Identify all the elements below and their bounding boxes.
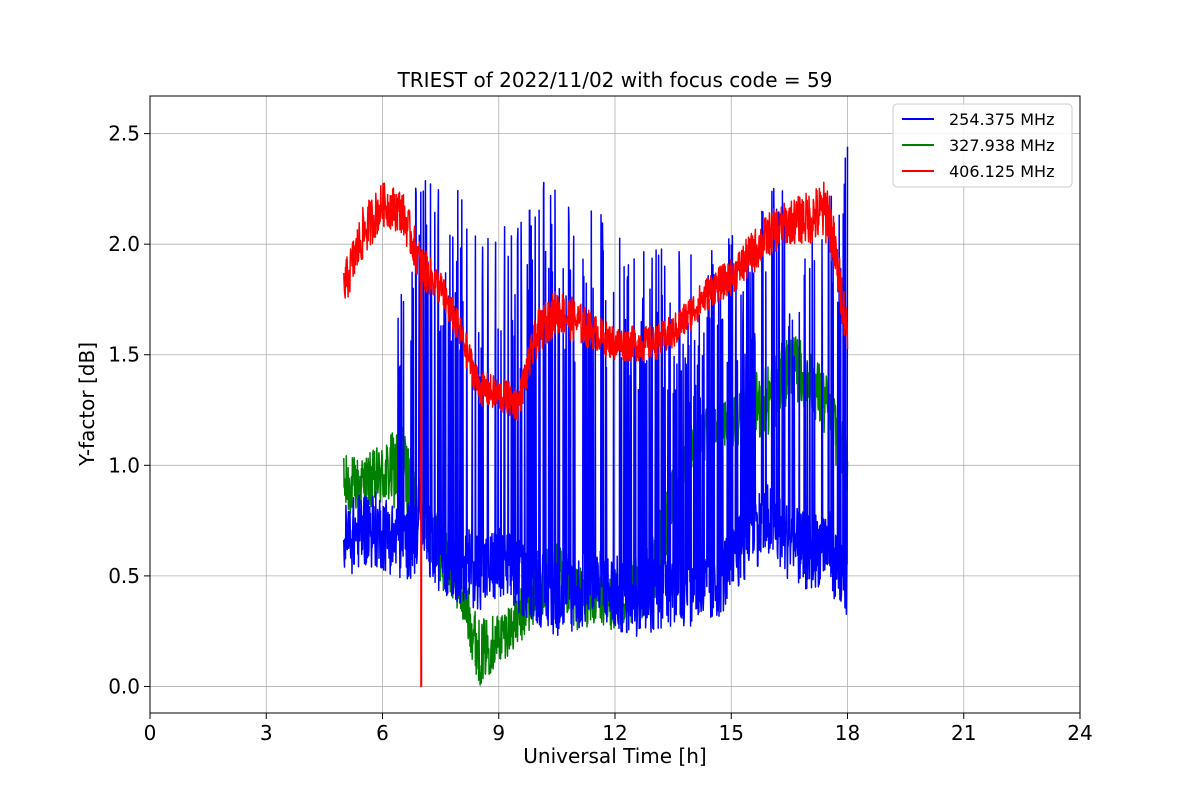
axis-ticks: 0 3 6 9 12 15 18 21 24 0.0 0.5 1.0 1.5 2.0 2.5 bbox=[108, 122, 1093, 745]
legend-label: 327.938 MHz bbox=[949, 136, 1054, 155]
legend: 254.375 MHz 327.938 MHz 406.125 MHz bbox=[892, 103, 1073, 188]
y-axis-label: Y-factor [dB] bbox=[75, 342, 99, 467]
y-tick-label: 0.5 bbox=[108, 564, 140, 588]
y-tick-label: 1.5 bbox=[108, 343, 140, 367]
x-axis-label: Universal Time [h] bbox=[523, 744, 706, 768]
x-tick-label: 21 bbox=[951, 721, 976, 745]
y-tick-label: 1.0 bbox=[108, 453, 140, 477]
chart-title: TRIEST of 2022/11/02 with focus code = 5… bbox=[397, 68, 833, 92]
x-tick-label: 6 bbox=[376, 721, 389, 745]
y-tick-label: 0.0 bbox=[108, 674, 140, 698]
series-layer bbox=[343, 146, 849, 688]
series-line-406.125 bbox=[343, 181, 849, 688]
y-tick-label: 2.5 bbox=[108, 122, 140, 146]
x-tick-label: 9 bbox=[492, 721, 505, 745]
x-tick-label: 12 bbox=[602, 721, 627, 745]
x-tick-label: 24 bbox=[1067, 721, 1092, 745]
legend-box bbox=[892, 103, 1073, 188]
legend-label: 254.375 MHz bbox=[949, 110, 1054, 129]
series-line-254.375 bbox=[343, 146, 849, 637]
x-tick-label: 3 bbox=[260, 721, 273, 745]
x-tick-label: 0 bbox=[144, 721, 157, 745]
legend-label: 406.125 MHz bbox=[949, 162, 1054, 181]
y-tick-label: 2.0 bbox=[108, 232, 140, 256]
x-tick-label: 15 bbox=[719, 721, 744, 745]
x-tick-label: 18 bbox=[835, 721, 860, 745]
